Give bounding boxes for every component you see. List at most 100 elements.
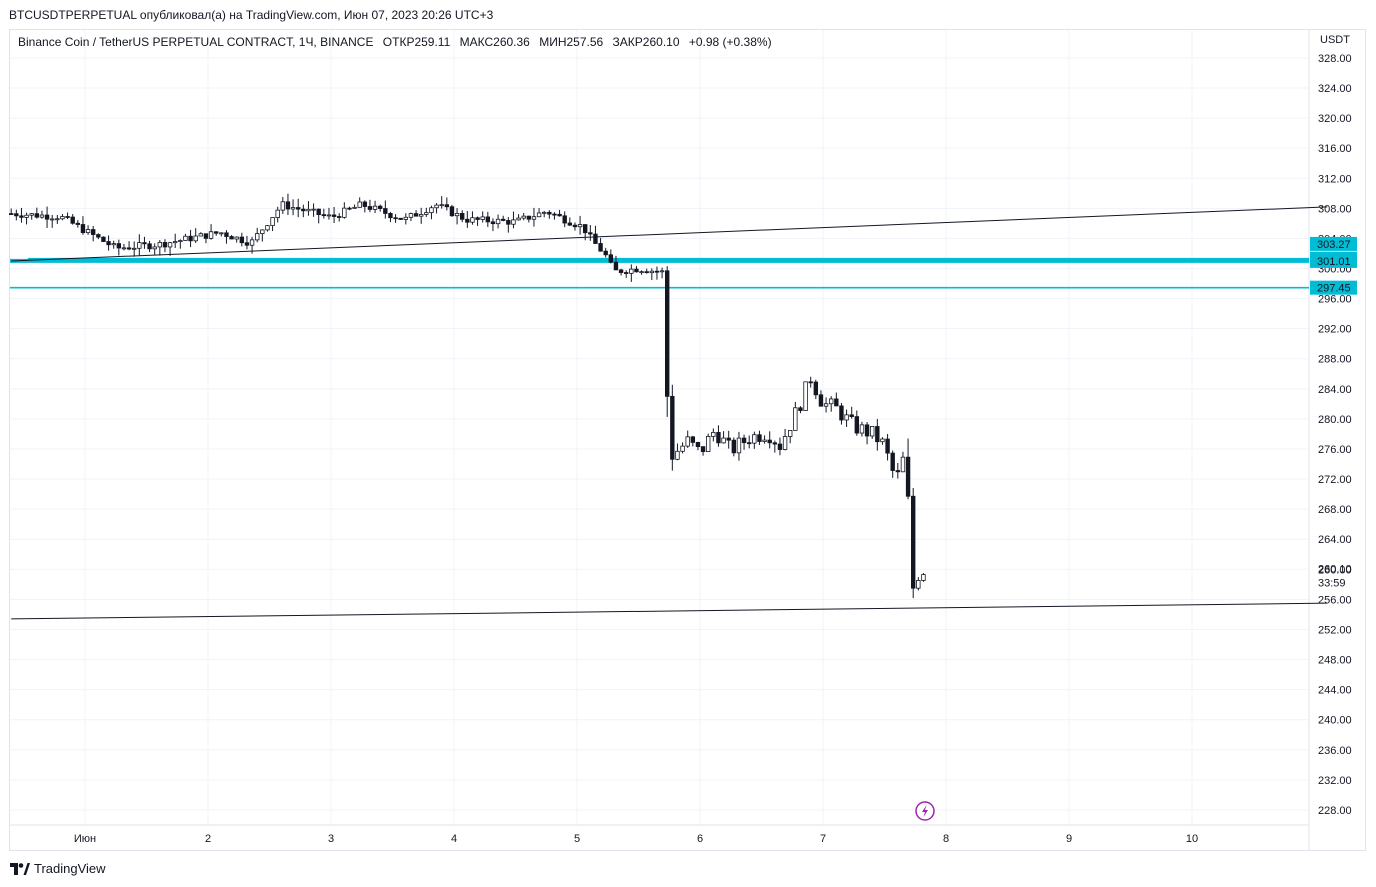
candle-body — [644, 271, 649, 274]
candle-body — [60, 216, 65, 220]
price-label-box[interactable] — [1310, 253, 1357, 268]
price-label-box[interactable] — [1310, 236, 1357, 251]
candle-body — [793, 407, 798, 431]
y-tick-label: 308.00 — [1318, 203, 1352, 215]
candle-body — [413, 213, 419, 217]
candle-body — [485, 216, 491, 223]
candle-body — [511, 219, 516, 225]
x-tick-label: 7 — [820, 833, 826, 845]
y-tick-label: 328.00 — [1318, 53, 1352, 65]
candle-body — [577, 224, 583, 228]
candle-body — [193, 235, 198, 242]
candle-body — [772, 442, 778, 445]
candle-body — [91, 229, 96, 235]
candle-body — [188, 235, 193, 242]
candle-body — [444, 204, 450, 208]
candle-body — [900, 456, 906, 473]
candle-body — [14, 213, 19, 217]
candle-body — [203, 233, 209, 239]
candle-body — [634, 268, 639, 273]
x-tick-label: 2 — [205, 833, 211, 845]
candle-body — [593, 233, 598, 244]
candle-body — [572, 224, 578, 228]
legend-symbol: Binance Coin / TetherUS PERPETUAL CONTRA… — [18, 35, 374, 49]
candle-body — [336, 216, 342, 218]
x-tick-label: 10 — [1186, 833, 1198, 845]
y-tick-label: 324.00 — [1318, 83, 1352, 95]
candle-body — [695, 441, 701, 448]
candle-body — [178, 240, 183, 242]
candle-body — [500, 218, 506, 221]
candle-body — [249, 239, 255, 246]
candle-body — [142, 242, 147, 245]
candle-body — [239, 236, 245, 244]
candle-body — [588, 232, 593, 235]
last-price-label: 260.10 — [1318, 564, 1352, 576]
candle-body — [70, 216, 75, 224]
candle-body — [716, 432, 721, 444]
legend-open: ОТКР259.11 — [382, 35, 451, 49]
candle-body — [690, 436, 696, 443]
candle-body — [459, 213, 465, 220]
y-tick-label: 312.00 — [1318, 173, 1352, 185]
candle-body — [618, 269, 624, 273]
candle-body — [470, 217, 475, 223]
candle-body — [321, 214, 327, 217]
candle-body — [147, 243, 152, 250]
candle-body — [798, 407, 803, 411]
candle-body — [921, 574, 926, 581]
candle-body — [844, 414, 849, 421]
candle-body — [808, 381, 813, 384]
candle-body — [96, 234, 101, 238]
candle-body — [403, 216, 409, 220]
candle-body — [803, 381, 808, 411]
y-tick-label: 228.00 — [1318, 805, 1352, 817]
trendline[interactable] — [11, 602, 1328, 620]
candle-body — [106, 241, 111, 246]
candle-body — [521, 215, 526, 219]
candle-body — [890, 452, 895, 471]
candle-body — [721, 437, 726, 444]
candle-body — [639, 271, 644, 274]
candle-body — [885, 438, 890, 454]
candle-body — [757, 434, 762, 442]
candle-body — [870, 426, 875, 437]
candle-body — [198, 233, 204, 237]
candle-body — [29, 213, 34, 216]
candle-body — [731, 439, 737, 454]
candle-body — [24, 214, 29, 218]
footer-brand[interactable]: TradingView — [10, 861, 106, 876]
candle-body — [854, 416, 860, 434]
y-tick-label: 276.00 — [1318, 444, 1352, 456]
candle-body — [583, 224, 588, 234]
candle-body — [680, 445, 685, 452]
candle-body — [762, 439, 767, 442]
y-tick-label: 284.00 — [1318, 384, 1352, 396]
candle-body — [475, 217, 480, 220]
candle-body — [393, 217, 398, 220]
trendline[interactable] — [11, 206, 1328, 262]
candle-body — [449, 206, 455, 217]
candle-body — [629, 268, 634, 274]
candle-body — [229, 236, 234, 240]
x-tick-label: 4 — [451, 833, 457, 845]
currency-label[interactable]: USDT — [1320, 34, 1350, 46]
bar-countdown: 33:59 — [1318, 578, 1346, 590]
x-tick-label: 9 — [1066, 833, 1072, 845]
candle-body — [895, 470, 901, 473]
y-tick-label: 292.00 — [1318, 324, 1352, 336]
candle-body — [562, 215, 567, 224]
candle-body — [398, 217, 403, 220]
candle-body — [137, 242, 142, 249]
lightning-bolt-shape — [922, 805, 928, 817]
candle-body — [172, 241, 178, 244]
price-label-text: 301.01 — [1317, 256, 1351, 268]
candle-body — [388, 213, 393, 219]
legend-high: МАКС260.36 — [459, 35, 530, 49]
y-tick-label: 280.00 — [1318, 414, 1352, 426]
candle-body — [377, 205, 383, 209]
candle-body — [608, 254, 614, 263]
price-label-box[interactable] — [1310, 280, 1357, 295]
candle-body — [859, 424, 865, 434]
